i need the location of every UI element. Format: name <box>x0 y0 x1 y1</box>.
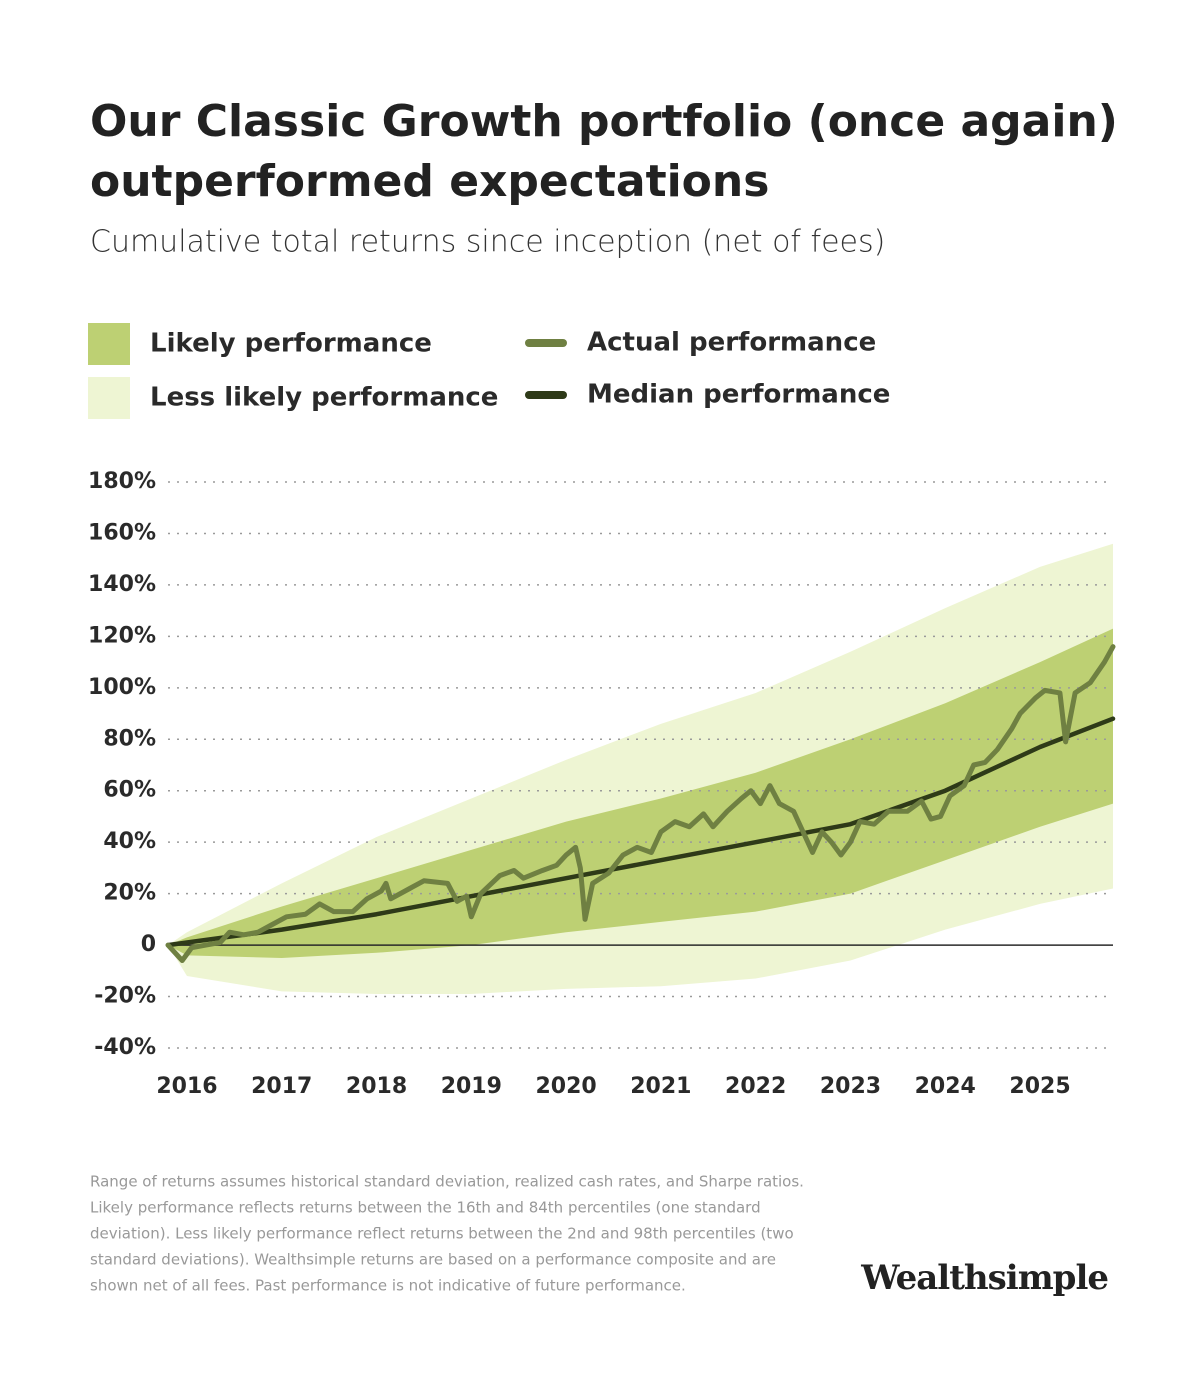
x-tick-label: 2024 <box>915 1074 976 1099</box>
series-line <box>165 644 1116 964</box>
legend-label: Median performance <box>587 380 890 410</box>
legend-swatch <box>88 377 130 419</box>
y-tick-label: 180% <box>88 469 156 494</box>
x-tick-label: 2017 <box>251 1074 312 1099</box>
y-tick-label: 20% <box>103 881 156 906</box>
legend-label: Likely performance <box>150 329 432 359</box>
y-tick-label: 80% <box>103 726 156 751</box>
y-tick-label: 120% <box>88 623 156 648</box>
footnote: deviation). Less likely performance refl… <box>90 1225 794 1243</box>
footnote: Range of returns assumes historical stan… <box>90 1173 804 1191</box>
x-tick-label: 2021 <box>630 1074 691 1099</box>
chart-title: Our Classic Growth portfolio (once again… <box>90 96 1118 147</box>
footnote: standard deviations). Wealthsimple retur… <box>90 1251 776 1269</box>
x-tick-label: 2019 <box>441 1074 502 1099</box>
footnote: shown net of all fees. Past performance … <box>90 1277 686 1295</box>
chart-title: outperformed expectations <box>90 156 769 207</box>
x-tick-label: 2022 <box>725 1074 786 1099</box>
x-tick-label: 2016 <box>156 1074 217 1099</box>
x-tick-label: 2018 <box>346 1074 407 1099</box>
y-tick-label: 0 <box>141 932 156 957</box>
legend-swatch <box>88 323 130 365</box>
x-tick-label: 2025 <box>1009 1074 1070 1099</box>
chart-subtitle: Cumulative total returns since inception… <box>90 225 885 260</box>
y-tick-label: 40% <box>103 829 156 854</box>
y-tick-label: -20% <box>94 984 156 1009</box>
y-tick-label: 160% <box>88 520 156 545</box>
footnote: Likely performance reflects returns betw… <box>90 1199 761 1217</box>
y-tick-label: 140% <box>88 572 156 597</box>
legend-label: Actual performance <box>587 328 876 358</box>
x-tick-label: 2023 <box>820 1074 881 1099</box>
x-tick-label: 2020 <box>535 1074 596 1099</box>
y-tick-label: -40% <box>94 1035 156 1060</box>
y-tick-label: 60% <box>103 778 156 803</box>
y-tick-label: 100% <box>88 675 156 700</box>
band-area <box>168 628 1113 958</box>
legend-label: Less likely performance <box>150 383 498 413</box>
brand-logo: Wealthsimple <box>860 1258 1108 1298</box>
